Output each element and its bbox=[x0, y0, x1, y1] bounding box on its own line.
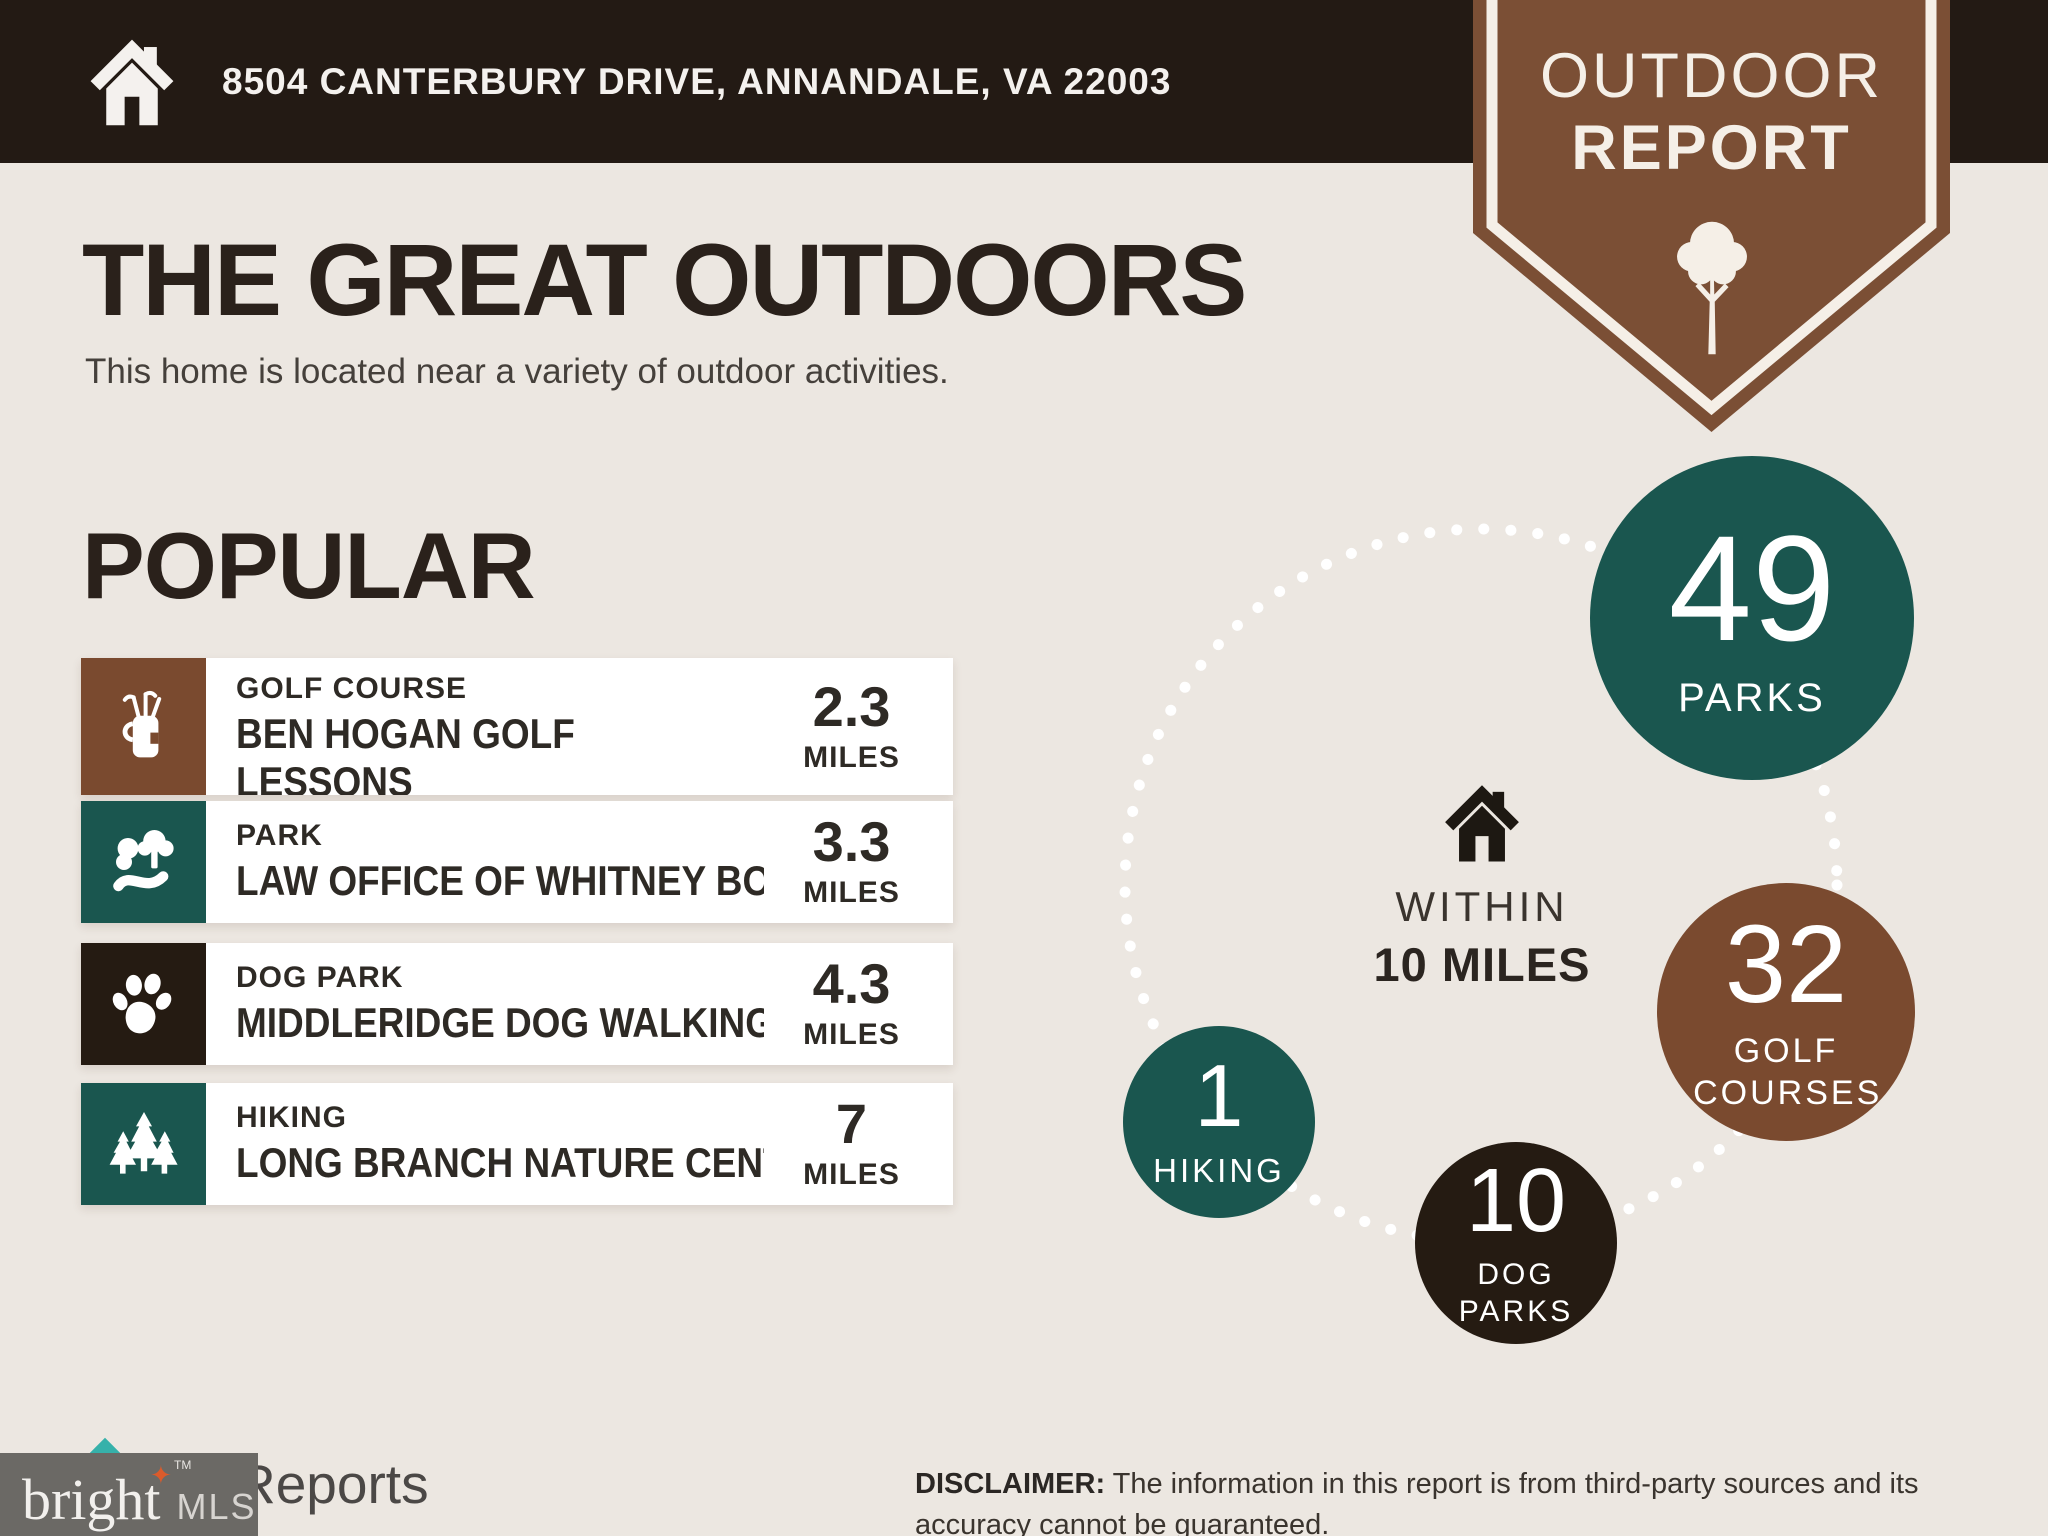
within-label: WITHIN bbox=[1395, 883, 1569, 930]
bubble-dog-parks: 10 DOG PARKS bbox=[1415, 1142, 1617, 1344]
item-distance: 2.3 MILES bbox=[803, 674, 900, 774]
list-item-park: PARK LAW OFFICE OF WHITNEY BOLTON 3.3 MI… bbox=[81, 801, 953, 923]
property-address: 8504 CANTERBURY DRIVE, ANNANDALE, VA 220… bbox=[222, 60, 1172, 102]
pine-trees-icon bbox=[81, 1083, 206, 1205]
ribbon-shape bbox=[1473, 0, 1950, 432]
disclaimer-label: DISCLAIMER: bbox=[915, 1468, 1106, 1500]
golf-courses-count: 32 bbox=[1724, 902, 1848, 1026]
hiking-count: 1 bbox=[1194, 1046, 1244, 1146]
popular-heading: POPULAR bbox=[82, 513, 536, 618]
golf-bag-icon bbox=[81, 658, 206, 795]
item-distance: 3.3 MILES bbox=[803, 810, 900, 910]
dog-parks-count: 10 bbox=[1465, 1150, 1567, 1251]
dotted-radius-ring bbox=[1119, 523, 1843, 1247]
item-category: GOLF COURSE bbox=[236, 672, 468, 705]
brand-name: bright bbox=[22, 1467, 161, 1532]
tree-icon bbox=[1676, 221, 1747, 355]
disclaimer-text: DISCLAIMER: The information in this repo… bbox=[915, 1468, 1919, 1536]
parks-label: PARKS bbox=[1678, 676, 1826, 720]
sparkle-icon: ✦ bbox=[150, 1460, 172, 1490]
radius-label: 10 MILES bbox=[1373, 938, 1591, 991]
banner-title-line1: OUTDOOR bbox=[1540, 41, 1883, 111]
list-item-hiking: HIKING LONG BRANCH NATURE CENTER 7 MILES bbox=[81, 1083, 953, 1205]
item-category: PARK bbox=[236, 819, 323, 853]
brand-suffix: MLS bbox=[176, 1486, 257, 1527]
item-name: BEN HOGAN GOLF LESSONS bbox=[236, 710, 575, 795]
list-item-dog-park: DOG PARK MIDDLERIDGE DOG WALKING 4.3 MIL… bbox=[81, 943, 953, 1065]
list-item-golf-course: GOLF COURSE BEN HOGAN GOLF LESSONS 2.3 M… bbox=[81, 658, 953, 795]
item-name: MIDDLERIDGE DOG WALKING bbox=[236, 999, 764, 1047]
hiking-label: HIKING bbox=[1153, 1152, 1285, 1190]
trademark-label: TM bbox=[174, 1458, 192, 1472]
outdoor-report-banner: OUTDOOR REPORT bbox=[1473, 0, 1950, 436]
radius-center-label: WITHIN 10 MILES bbox=[1322, 782, 1642, 992]
page-title: THE GREAT OUTDOORS bbox=[82, 223, 1247, 337]
home-icon bbox=[1445, 785, 1519, 862]
item-distance: 7 MILES bbox=[803, 1092, 900, 1192]
item-name: LONG BRANCH NATURE CENTER bbox=[236, 1139, 764, 1187]
bright-mls-watermark: bright ✦ TM MLS bbox=[0, 1453, 258, 1536]
bubble-parks: 49 PARKS bbox=[1590, 456, 1914, 780]
item-category: DOG PARK bbox=[236, 961, 404, 995]
bubble-hiking: 1 HIKING bbox=[1123, 1026, 1315, 1218]
dog-parks-label: DOG PARKS bbox=[1458, 1257, 1574, 1329]
item-name: LAW OFFICE OF WHITNEY BOLTON bbox=[236, 857, 764, 905]
partial-reports-logo: Reports bbox=[236, 1453, 429, 1515]
golf-courses-label: GOLF COURSES bbox=[1693, 1031, 1883, 1113]
parks-count: 49 bbox=[1668, 504, 1836, 672]
item-category: HIKING bbox=[236, 1101, 347, 1135]
item-distance: 4.3 MILES bbox=[803, 952, 900, 1052]
popular-list: GOLF COURSE BEN HOGAN GOLF LESSONS 2.3 M… bbox=[81, 658, 953, 1205]
park-icon bbox=[81, 801, 206, 923]
page-subtitle: This home is located near a variety of o… bbox=[85, 352, 949, 391]
home-icon bbox=[90, 39, 174, 125]
banner-title-line2: REPORT bbox=[1571, 113, 1852, 183]
bubble-golf-courses: 32 GOLF COURSES bbox=[1657, 883, 1915, 1141]
paw-icon bbox=[81, 943, 206, 1065]
